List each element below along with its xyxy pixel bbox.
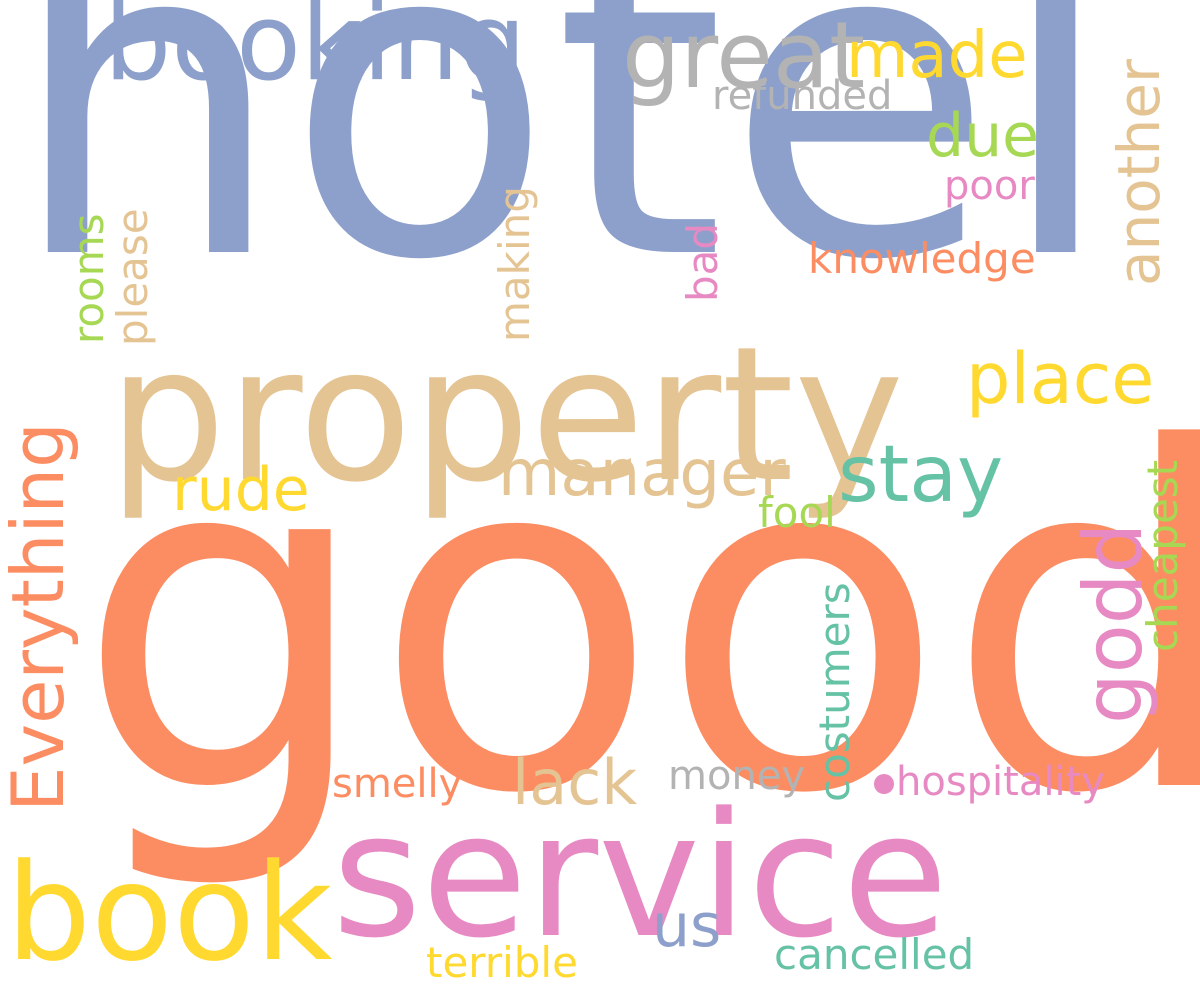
word-great: great — [622, 2, 866, 109]
word-terrible: terrible — [426, 938, 578, 987]
dot-mark — [874, 774, 894, 794]
word-due: due — [926, 101, 1040, 171]
word-property: property — [108, 306, 905, 523]
word-us: us — [652, 891, 722, 961]
word-book: book — [6, 835, 333, 987]
word-place: place — [966, 338, 1155, 420]
word-service: service — [332, 775, 949, 976]
word-lack: lack — [512, 746, 638, 819]
word-knowledge: knowledge — [808, 234, 1036, 283]
word-rooms: rooms — [64, 213, 113, 344]
word-smelly: smelly — [332, 761, 463, 807]
word-good: good — [76, 352, 1200, 896]
word-costumers: costumers — [810, 582, 859, 802]
word-cancelled: cancelled — [774, 930, 975, 979]
word-please: please — [108, 208, 157, 346]
word-money: money — [668, 753, 806, 799]
word-manager: manager — [498, 437, 786, 511]
word-another: another — [1105, 59, 1173, 286]
word-rude: rude — [172, 455, 310, 525]
word-refunded: refunded — [712, 73, 893, 119]
word-fool: fool — [758, 488, 836, 537]
word-made: made — [846, 19, 1028, 93]
word-making: making — [490, 186, 539, 342]
word-poor: poor — [944, 163, 1035, 209]
word-booking: booking — [104, 0, 527, 104]
word-everything: Everything — [0, 422, 80, 812]
word-bad: bad — [678, 222, 727, 302]
word-hospitality: hospitality — [896, 759, 1105, 805]
word-stay: stay — [838, 430, 1004, 520]
word-cheapest: cheapest — [1138, 459, 1187, 652]
word-hotel: hotel — [8, 0, 1117, 356]
